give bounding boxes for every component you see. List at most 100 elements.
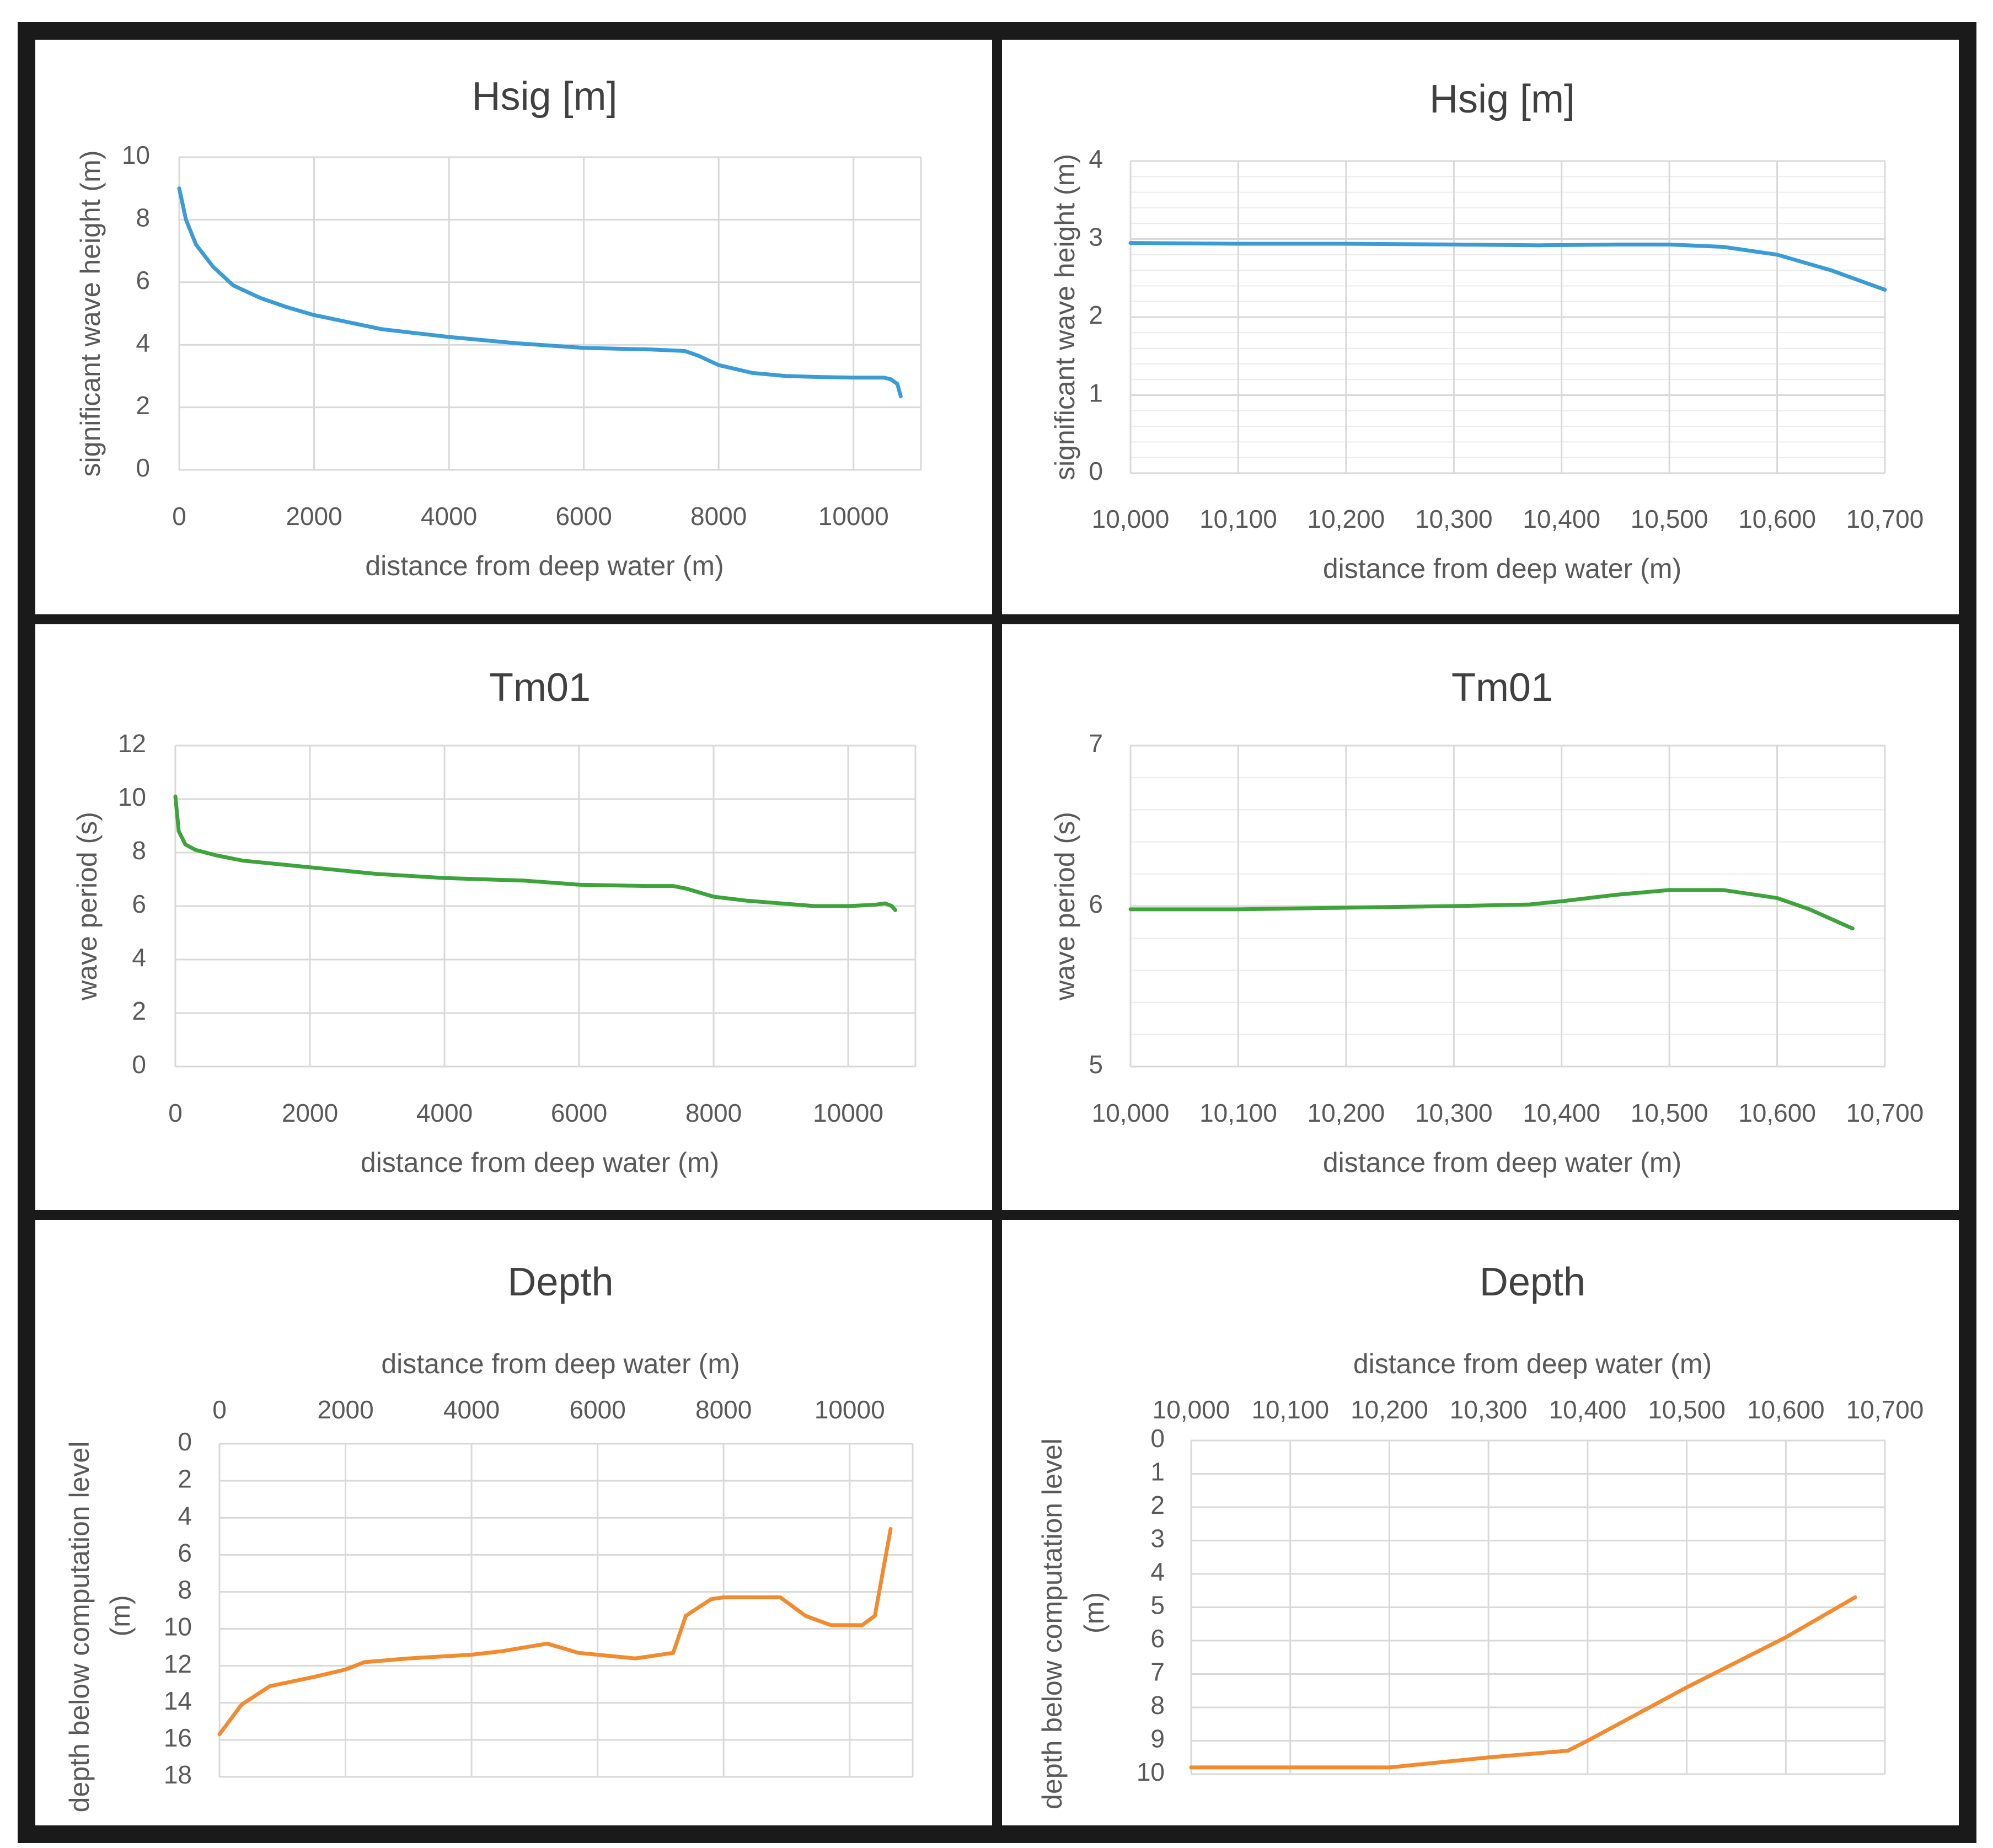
x-tick-label: 2000 (317, 1395, 373, 1424)
y-tick-label: 8 (1150, 1691, 1165, 1720)
y-tick-label: 0 (1150, 1424, 1165, 1453)
y-tick-label: 10 (118, 783, 146, 811)
x-tick-label: 10,000 (1092, 505, 1170, 533)
chart-hsig-zoom: Hsig [m] 0 1 2 3 4 10,000 10,100 10,200 10,300 10,… (997, 31, 1968, 619)
y-tick-label: 2 (178, 1464, 192, 1493)
x-tick-label: 2000 (282, 1099, 338, 1127)
x-tick-label: 4000 (443, 1395, 500, 1424)
x-tick-label: 0 (168, 1099, 183, 1127)
chart-depth-full: Depth 0 2 4 6 8 10 12 14 16 18 0 2000 4000 6000 8000 100… (26, 1215, 997, 1834)
x-tick-label: 10,600 (1738, 1099, 1816, 1127)
y-axis-label: wave period (s) (1049, 812, 1080, 1001)
x-tick-label: 6000 (569, 1395, 625, 1424)
chart-title: Depth (507, 1260, 613, 1304)
y-tick-label: 16 (164, 1723, 192, 1752)
y-tick-label: 0 (136, 453, 150, 482)
figure-frame (18, 22, 1976, 1843)
chart-title: Tm01 (489, 666, 591, 710)
x-tick-label: 10000 (813, 1099, 883, 1127)
chart-tm01-zoom: Tm01 5 6 7 10,000 10,100 10,200 10,300 10,400 10,… (997, 619, 1968, 1215)
x-tick-label: 10,200 (1308, 1099, 1385, 1127)
x-tick-label: 10,500 (1631, 505, 1708, 533)
x-tick-label: 10,100 (1199, 1099, 1277, 1127)
chart-tm01-full: Tm01 0 2 4 6 8 10 12 0 2000 4000 6000 8000 10000 dista… (26, 619, 997, 1215)
y-tick-label: 0 (1089, 457, 1103, 485)
y-tick-label: 0 (178, 1427, 192, 1456)
chart-title: Depth (1480, 1260, 1585, 1304)
x-tick-label: 10,400 (1523, 1099, 1600, 1127)
y-axis-label: wave period (s) (72, 812, 103, 1001)
x-tick-label: 0 (172, 502, 186, 531)
y-tick-label: 10 (122, 141, 150, 169)
y-tick-label: 2 (1150, 1491, 1165, 1519)
x-tick-label: 10,700 (1846, 1099, 1924, 1127)
y-tick-label: 2 (132, 997, 146, 1025)
y-tick-label: 18 (164, 1760, 192, 1789)
x-axis-label: distance from deep water (m) (1323, 553, 1681, 584)
series-line-hsig (177, 186, 903, 399)
panel-background (26, 619, 997, 1215)
y-tick-label: 8 (178, 1576, 192, 1604)
y-tick-label: 6 (132, 890, 146, 918)
x-tick-label: 4000 (421, 502, 477, 531)
x-tick-label: 6000 (555, 502, 612, 531)
x-tick-label: 10,000 (1153, 1395, 1230, 1424)
y-tick-label: 6 (178, 1538, 192, 1567)
x-axis-label: distance from deep water (m) (361, 1147, 719, 1178)
y-tick-label: 5 (1089, 1050, 1103, 1079)
y-tick-label: 7 (1150, 1658, 1165, 1686)
x-axis-label: distance from deep water (m) (381, 1348, 740, 1379)
chart-title: Hsig [m] (472, 74, 617, 119)
y-tick-label: 7 (1089, 729, 1103, 758)
chart-hsig-full: Hsig [m] 0 2 4 6 8 10 0 2000 4000 6000 8000 10000 dis… (26, 31, 997, 619)
x-tick-label: 10,600 (1747, 1395, 1825, 1424)
y-axis-label: significant wave height (m) (75, 151, 106, 477)
x-tick-label: 10,300 (1415, 1099, 1493, 1127)
x-tick-label: 10,100 (1251, 1395, 1329, 1424)
y-tick-label: 5 (1150, 1591, 1165, 1620)
x-tick-label: 10,600 (1738, 505, 1816, 533)
y-tick-label: 10 (1137, 1758, 1165, 1786)
x-tick-label: 10,000 (1092, 1099, 1170, 1127)
y-tick-label: 6 (1150, 1624, 1165, 1653)
series-line-depth (1189, 1595, 1857, 1770)
panel-background (997, 1215, 1968, 1834)
x-tick-label: 8000 (690, 502, 747, 531)
x-tick-label: 10000 (815, 1395, 885, 1424)
y-tick-label: 2 (136, 391, 150, 420)
y-tick-label: 1 (1089, 379, 1103, 408)
x-tick-label: 10,700 (1846, 1395, 1924, 1424)
x-tick-label: 8000 (695, 1395, 752, 1424)
y-axis-label: depth below computation level (64, 1442, 95, 1813)
series-line-depth (217, 1526, 893, 1737)
x-tick-label: 10000 (818, 502, 889, 531)
y-tick-label: 4 (1150, 1557, 1165, 1586)
x-tick-label: 10,300 (1450, 1395, 1528, 1424)
x-tick-label: 10,700 (1846, 505, 1924, 533)
x-tick-label: 10,400 (1523, 505, 1600, 533)
x-tick-label: 10,200 (1351, 1395, 1428, 1424)
y-tick-label: 14 (164, 1686, 192, 1715)
y-tick-label: 10 (164, 1613, 192, 1641)
y-tick-label: 4 (136, 328, 150, 357)
panel-background (997, 619, 1968, 1215)
y-tick-label: 12 (164, 1649, 192, 1678)
y-tick-label: 4 (132, 943, 146, 972)
x-axis-label: distance from deep water (m) (1353, 1348, 1712, 1379)
x-tick-label: 10,400 (1549, 1395, 1627, 1424)
x-tick-label: 10,100 (1199, 505, 1277, 533)
y-tick-label: 0 (132, 1050, 146, 1079)
y-tick-label: 3 (1089, 223, 1103, 251)
y-tick-label: 8 (136, 203, 150, 232)
x-tick-label: 4000 (416, 1099, 473, 1127)
y-tick-label: 3 (1150, 1524, 1165, 1553)
y-tick-label: 6 (136, 266, 150, 294)
chart-depth-zoom: Depth 0 1 2 3 4 5 6 7 8 9 10 10,000 10,100 10,200 10,30… (997, 1215, 1968, 1834)
series-line-tm01 (173, 794, 897, 912)
y-axis-label: significant wave height (m) (1049, 154, 1080, 480)
chart-title: Tm01 (1451, 666, 1553, 710)
y-tick-label: 1 (1150, 1458, 1165, 1486)
panel-background (26, 1215, 997, 1834)
y-tick-label: 6 (1089, 890, 1103, 918)
